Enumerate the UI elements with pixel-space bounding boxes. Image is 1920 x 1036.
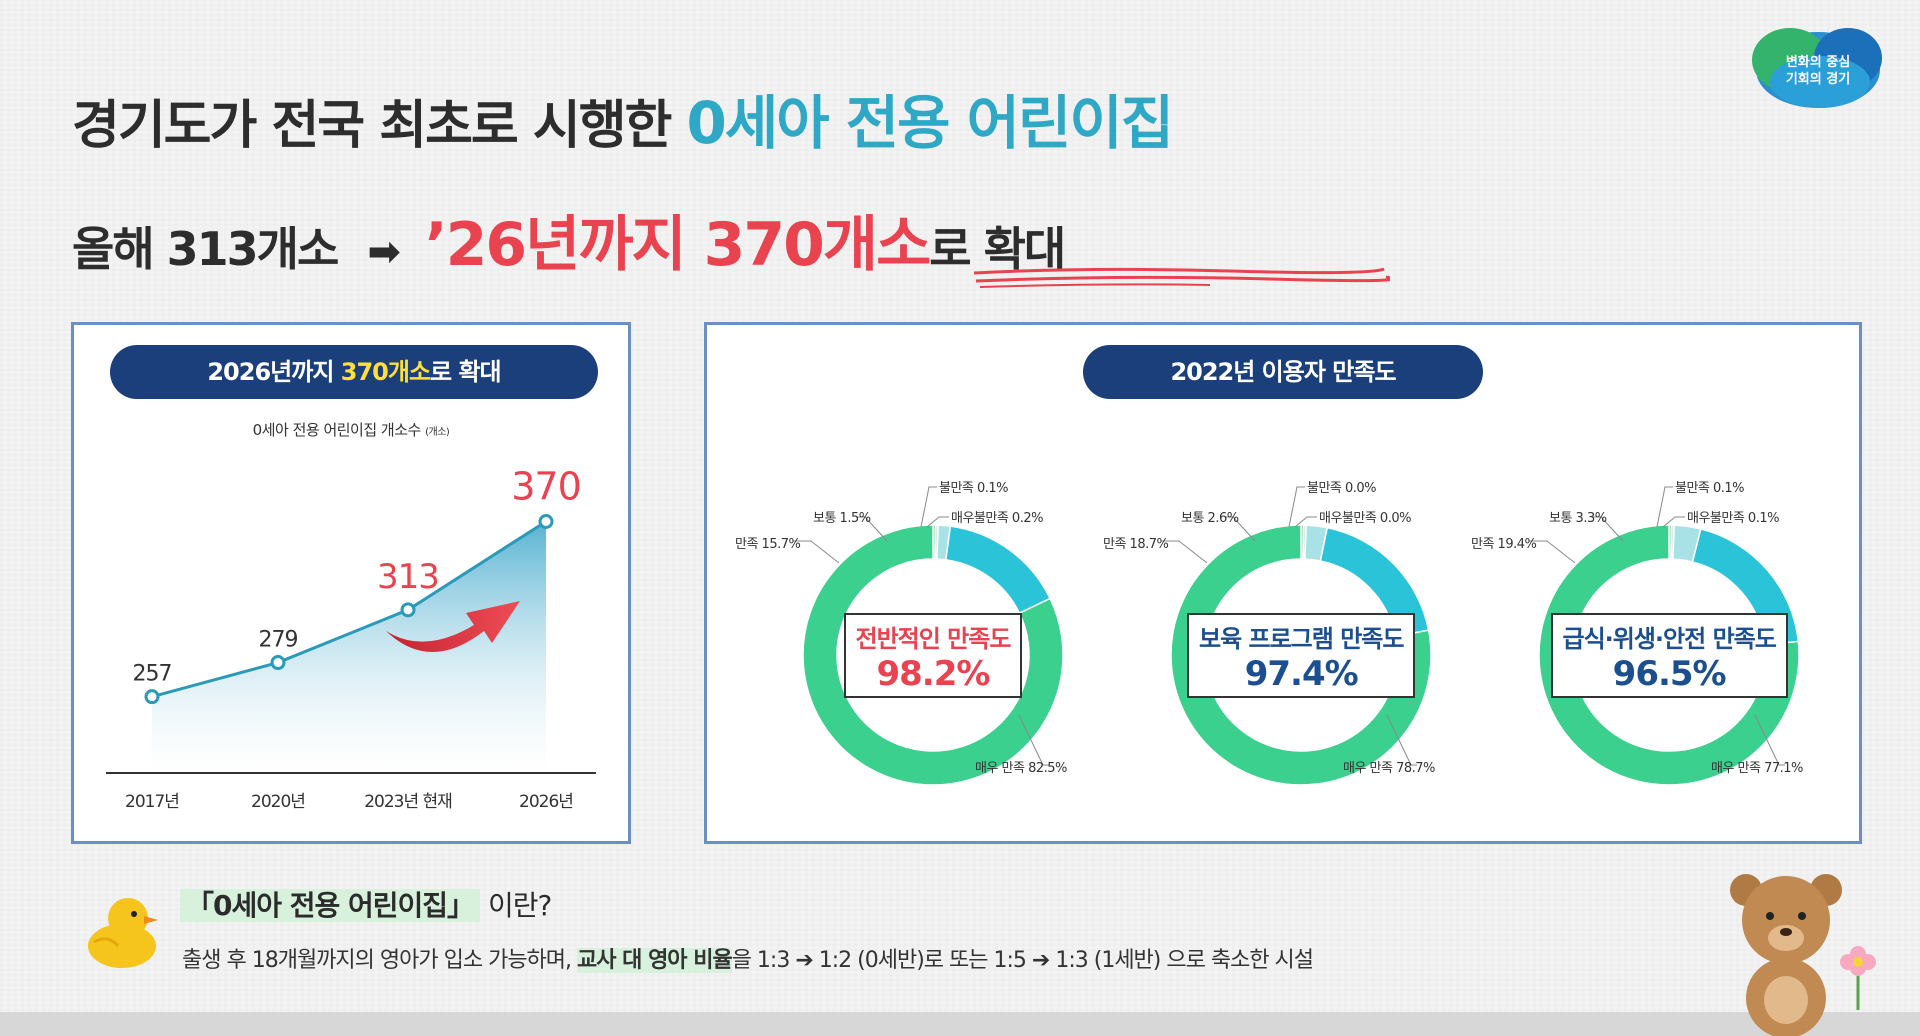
logo-line2: 기회의 경기: [1785, 72, 1851, 87]
leader-line: [920, 486, 937, 528]
note-title: 「0세아 전용 어린이집」 이란?: [180, 884, 552, 924]
donut-title: 전반적인 만족도: [855, 624, 1012, 653]
slice-label: 매우불만족 0.0%: [1319, 511, 1411, 526]
line-area: [152, 521, 546, 773]
donut-center-box: 전반적인 만족도 98.2%: [843, 612, 1023, 698]
slice-label: 매우불만족 0.1%: [1687, 511, 1779, 526]
growth-arrow-icon: [386, 601, 520, 652]
logo-cloud-icon: [1752, 28, 1882, 108]
leader-line: [1529, 540, 1576, 564]
subline-suffix: 로 확대: [929, 222, 1066, 276]
donut-center-value: 96.5%: [1612, 653, 1727, 694]
slice-label: 매우 만족 82.5%: [975, 761, 1067, 776]
slice-label: 불만족 0.0%: [1307, 481, 1377, 496]
data-point: [144, 689, 160, 705]
line-chart: 257 2017년 279 2020년 313 2023년 현재 370 2026년: [106, 465, 596, 812]
donut-slice: [945, 525, 1052, 615]
slice-label: 만족 18.7%: [1103, 537, 1169, 552]
subline-current: 올해 313개소: [72, 222, 339, 276]
donut-svg: [1161, 486, 1432, 786]
leader-line: [1656, 486, 1673, 528]
logo-line1: 변화의 중심: [1785, 55, 1851, 70]
data-label: 279: [259, 628, 298, 653]
right-panel-title: 2022년 이용자 만족도: [1083, 345, 1483, 399]
left-panel-title: 2026년까지 370개소로 확대: [110, 345, 598, 399]
data-label: 370: [511, 465, 581, 509]
slice-label: 보통 2.6%: [1181, 511, 1239, 526]
headline-prefix: 경기도가 전국 최초로 시행한: [72, 96, 687, 156]
donut-slice: [1538, 524, 1800, 786]
leader-line: [1225, 516, 1256, 542]
right-arrow-icon: ➡: [367, 229, 400, 275]
leader-line: [926, 516, 949, 528]
bottom-strip: [0, 1012, 1920, 1036]
slice-label: 불만족 0.1%: [939, 481, 1009, 496]
teddy-bear-icon: [1730, 874, 1842, 1036]
donut-slice: [1170, 524, 1432, 786]
donut-title: 급식·위생·안전 만족도: [1562, 624, 1777, 653]
leader-line: [1754, 714, 1785, 766]
duck-icon: [88, 898, 158, 968]
donut-center-box: 급식·위생·안전 만족도 96.5%: [1550, 612, 1788, 698]
slice-label: 만족 19.4%: [1471, 537, 1537, 552]
x-tick-label: 2020년: [251, 792, 305, 812]
leader-line: [857, 516, 888, 542]
slice-label: 보통 3.3%: [1549, 511, 1607, 526]
slice-label: 불만족 0.1%: [1675, 481, 1745, 496]
chart-subtitle-text: 0세아 전용 어린이집 개소수: [252, 421, 422, 439]
data-point: [270, 655, 286, 671]
subline: 올해 313개소 ➡ ’26년까지 370개소로 확대: [72, 196, 1066, 283]
leader-line: [1294, 516, 1317, 528]
data-label: 313: [377, 557, 439, 597]
left-title-suffix: 로 확대: [430, 358, 502, 386]
donut-center-box: 보육 프로그램 만족도 97.4%: [1187, 612, 1416, 698]
donut-center-value: 97.4%: [1244, 653, 1359, 694]
slice-label: 매우 만족 78.7%: [1343, 761, 1435, 776]
data-point: [400, 602, 416, 618]
gyeonggi-logo: 변화의 중심 기회의 경기: [1748, 20, 1888, 116]
leader-line: [1018, 714, 1049, 766]
slice-label: 매우 만족 77.1%: [1711, 761, 1803, 776]
leader-line: [1662, 516, 1685, 528]
x-tick-label: 2017년: [125, 792, 179, 812]
leader-line: [1386, 714, 1417, 766]
subline-target: ’26년까지 370개소: [424, 210, 931, 280]
flower-icon: [1840, 946, 1876, 1010]
note-title-box: 「0세아 전용 어린이집」: [180, 889, 481, 922]
chart-unit: (개소): [425, 427, 450, 438]
data-label: 257: [133, 662, 172, 687]
brush-underline: [973, 267, 1390, 288]
series-line: [151, 520, 547, 699]
leader-line: [1161, 540, 1208, 564]
donut-slice: [802, 524, 1064, 786]
donut-svg: [793, 486, 1064, 786]
note-desc-prefix: 출생 후 18개월까지의 영아가 입소 가능하며,: [182, 948, 578, 973]
left-title-prefix: 2026년까지: [207, 358, 341, 386]
note-title-suffix: 이란?: [487, 889, 552, 922]
x-tick-label: 2026년: [519, 792, 573, 812]
donut-center-value: 98.2%: [876, 653, 990, 694]
satisfaction-panel: 2022년 이용자 만족도 매우 만족 82.5% 만족 15.7% 보통 1.5%…: [704, 322, 1862, 844]
data-point: [538, 514, 554, 529]
leader-line: [1593, 516, 1624, 542]
leader-line: [793, 540, 840, 564]
chart-subtitle: 0세아 전용 어린이집 개소수 (개소): [74, 419, 628, 440]
donut-chart: 매우 만족 82.5% 만족 15.7% 보통 1.5% 불만족 0.1% 매우불만족 …: [735, 445, 1113, 825]
headline: 경기도가 전국 최초로 시행한 0세아 전용 어린이집: [72, 76, 1175, 160]
note-desc-highlight: 교사 대 영아 비율: [577, 948, 733, 973]
line-chart-panel: 2026년까지 370개소로 확대 0세아 전용 어린이집 개소수 (개소) 2…: [71, 322, 631, 844]
donut-title: 보육 프로그램 만족도: [1199, 624, 1404, 653]
slice-label: 만족 15.7%: [735, 537, 801, 552]
slice-label: 매우불만족 0.2%: [951, 511, 1043, 526]
note-desc-suffix: 을 1:3 ➔ 1:2 (0세반)로 또는 1:5 ➔ 1:3 (1세반) 으로…: [731, 948, 1314, 973]
slice-label: 보통 1.5%: [813, 511, 871, 526]
x-tick-label: 2023년 현재: [364, 792, 452, 812]
note-description: 출생 후 18개월까지의 영아가 입소 가능하며, 교사 대 영아 비율을 1:…: [182, 942, 1314, 974]
donut-chart: 매우 만족 78.7% 만족 18.7% 보통 2.6% 불만족 0.0% 매우불만족 …: [1103, 445, 1481, 825]
left-title-highlight: 370개소: [340, 358, 431, 386]
donut-chart: 매우 만족 77.1% 만족 19.4% 보통 3.3% 불만족 0.1% 매우불만족 …: [1471, 445, 1849, 825]
headline-highlight: 0세아 전용 어린이집: [686, 89, 1175, 157]
leader-line: [1288, 486, 1305, 528]
